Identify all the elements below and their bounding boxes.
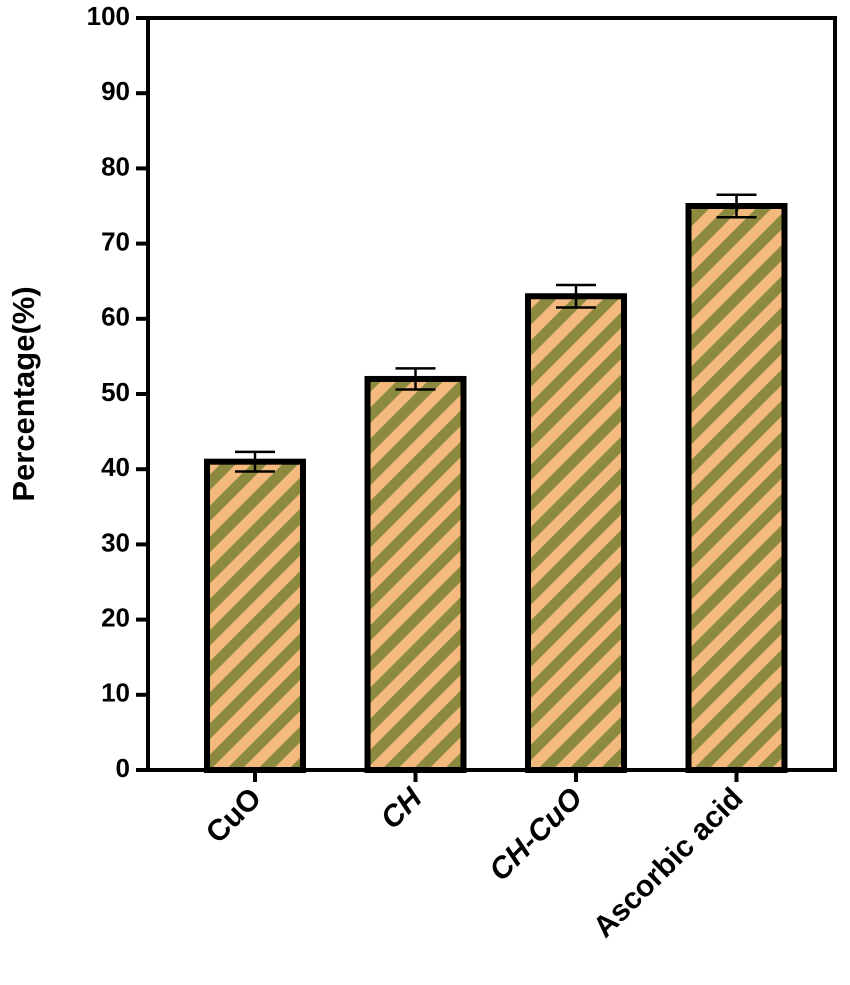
- y-tick-label: 40: [101, 452, 130, 482]
- bar: [525, 293, 627, 773]
- x-tick-label: CuO: [200, 782, 268, 850]
- y-axis-label: Percentage(%): [6, 286, 41, 501]
- x-tick-label: CH-CuO: [483, 782, 589, 888]
- bar: [685, 203, 788, 773]
- error-bar: [235, 450, 275, 473]
- x-tick-label: CH: [374, 781, 429, 836]
- y-tick-label: 10: [101, 678, 130, 708]
- y-tick-label: 30: [101, 527, 130, 557]
- y-tick-label: 100: [87, 1, 130, 31]
- y-tick-label: 50: [101, 377, 130, 407]
- y-tick-label: 80: [101, 151, 130, 181]
- y-tick-label: 70: [101, 226, 130, 256]
- y-tick-label: 0: [116, 753, 130, 783]
- y-tick-label: 60: [101, 302, 130, 332]
- error-bar: [556, 283, 596, 309]
- error-bar: [716, 193, 757, 219]
- x-tick-label: Ascorbic acid: [587, 782, 749, 944]
- error-bar: [395, 367, 436, 391]
- bar: [364, 375, 467, 773]
- bar: [204, 458, 306, 773]
- y-tick-label: 20: [101, 602, 130, 632]
- y-tick-label: 90: [101, 76, 130, 106]
